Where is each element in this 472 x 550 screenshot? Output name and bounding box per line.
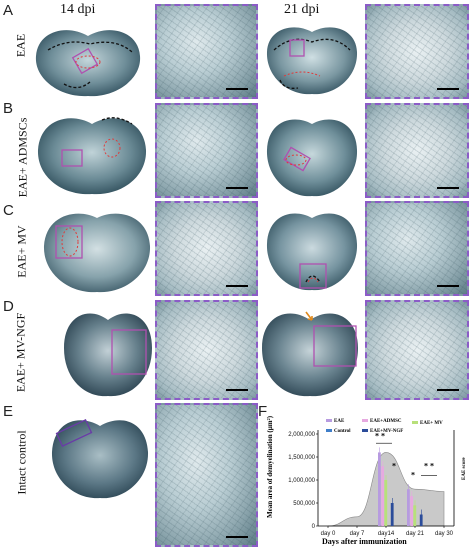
- zoom-panel-c-14dpi: [155, 201, 258, 296]
- spinal-section-c-21dpi: [266, 213, 358, 291]
- y-tick-label: 0: [312, 524, 316, 530]
- demyelination-chart: Mean area of demyelination (µm²) EAE sco…: [266, 415, 467, 546]
- zoom-panel-c-21dpi: [365, 201, 469, 296]
- x-axis-title: Days after immunization: [322, 537, 407, 546]
- zoom-panel-e-control: [155, 403, 258, 547]
- y-tick-label: 1,000,000: [288, 478, 315, 484]
- spinal-section-a-21dpi: [266, 27, 358, 95]
- significance-mark: * *: [424, 462, 434, 471]
- x-tick-label: day 21: [406, 531, 425, 537]
- bar-eae-mv: [413, 505, 417, 526]
- legend-swatch: [362, 419, 368, 422]
- zoom-panel-a-21dpi: [365, 4, 469, 99]
- panel-letter-a: A: [3, 2, 14, 19]
- significance-mark: *: [411, 471, 415, 480]
- scale-bar: [437, 187, 459, 189]
- bar-eae-admsc: [410, 496, 413, 526]
- legend-swatch: [412, 421, 418, 424]
- legend-swatch: [362, 429, 368, 432]
- x-tick-label: day14: [378, 531, 395, 537]
- spinal-section-c-14dpi: [43, 213, 151, 293]
- panel-letter-e: E: [3, 403, 14, 420]
- scale-bar: [437, 285, 459, 287]
- scale-bar: [437, 88, 459, 90]
- zoom-panel-d-21dpi: [365, 300, 469, 400]
- spinal-section-b-14dpi: [37, 117, 147, 195]
- spinal-section-a-14dpi: [35, 30, 141, 97]
- legend-swatch: [326, 419, 332, 422]
- spinal-section-d-21dpi: [262, 311, 358, 397]
- legend-label: EAE+MV-NGF: [370, 429, 403, 434]
- panel-letter-d: D: [3, 298, 14, 315]
- row-label-eae: EAE: [13, 33, 28, 58]
- scale-bar: [226, 389, 248, 391]
- y-tick-label: 1,500,000: [288, 455, 315, 461]
- row-label-eae-mv-ngf: EAE+ MV-NGF: [13, 312, 28, 393]
- scale-bar: [226, 187, 248, 189]
- bar-eae: [378, 452, 381, 526]
- legend-swatch: [326, 429, 332, 432]
- significance-mark: * *: [375, 432, 385, 441]
- bar-eae-mv-ngf: [419, 514, 423, 526]
- column-header-14dpi: 14 dpi: [60, 2, 96, 17]
- scale-bar: [226, 88, 248, 90]
- significance-mark: *: [392, 462, 396, 471]
- column-header-21dpi: 21 dpi: [284, 2, 320, 17]
- panel-letter-f: F: [258, 403, 268, 420]
- legend-label: EAE+ MV: [420, 421, 443, 426]
- zoom-panel-b-21dpi: [365, 103, 469, 198]
- bar-eae-mv-ngf: [390, 503, 394, 526]
- bar-eae-mv: [384, 480, 388, 526]
- legend-label: EAE+ADMSC: [370, 419, 402, 424]
- y2-axis-title: EAE score: [462, 457, 467, 480]
- x-tick-label: day 7: [350, 531, 365, 537]
- x-tick-label: day 0: [321, 531, 336, 537]
- spinal-section-b-21dpi: [266, 119, 358, 197]
- y-tick-label: 500,000: [293, 501, 315, 507]
- panel-letter-c: C: [3, 202, 14, 219]
- row-label-intact-control: Intact control: [14, 430, 29, 495]
- y-tick-label: 2,000,000: [288, 432, 315, 438]
- scale-bar: [437, 389, 459, 391]
- legend-label: EAE: [334, 419, 345, 424]
- bar-eae-admsc: [381, 466, 384, 526]
- zoom-panel-b-14dpi: [155, 103, 258, 198]
- zoom-panel-a-14dpi: [155, 4, 258, 99]
- zoom-panel-d-14dpi: [155, 300, 258, 400]
- y-axis-title: Mean area of demyelination (µm²): [266, 415, 274, 518]
- scale-bar: [226, 536, 248, 538]
- spinal-section-e-control: [51, 419, 149, 499]
- bar-eae: [407, 489, 410, 526]
- row-label-eae-mv: EAE+ MV: [14, 225, 29, 278]
- x-tick-label: day 30: [435, 531, 454, 537]
- arrow-icon: [305, 311, 313, 321]
- spinal-section-d-14dpi: [64, 313, 152, 397]
- legend-label: Control: [334, 429, 351, 434]
- row-label-eae-admscs: EAE+ ADMSCs: [15, 117, 30, 198]
- scale-bar: [226, 285, 248, 287]
- panel-letter-b: B: [3, 100, 14, 117]
